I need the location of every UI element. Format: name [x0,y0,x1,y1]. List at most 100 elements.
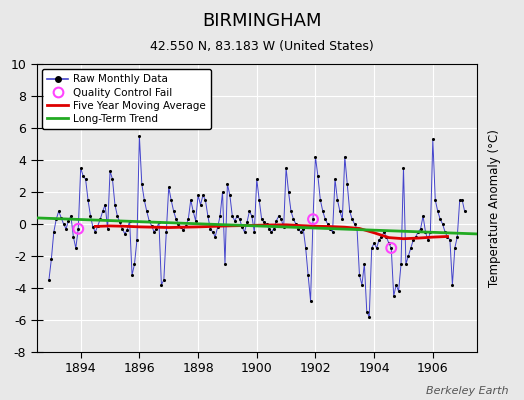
Point [443,234,452,240]
Point [385,240,393,246]
Point [116,219,124,226]
Point [358,282,366,288]
Point [135,133,144,139]
Point [309,216,317,222]
Point [59,221,68,227]
Point [79,173,88,179]
Point [279,224,288,230]
Point [84,197,92,203]
Point [57,214,66,221]
Point [250,229,258,235]
Point [367,245,376,251]
Point [128,272,136,278]
Point [169,208,178,214]
Point [89,224,97,230]
Point [231,218,239,224]
Point [201,197,210,203]
Point [365,314,374,320]
Point [407,245,415,251]
Point [72,245,80,251]
Point [248,213,256,219]
Point [189,208,198,214]
Point [446,237,454,243]
Point [433,208,442,214]
Point [187,197,195,203]
Point [316,197,324,203]
Point [270,226,278,232]
Point [165,184,173,190]
Point [211,234,220,240]
Point [304,272,312,278]
Point [309,216,317,222]
Point [360,261,368,267]
Point [409,237,418,243]
Point [167,197,176,203]
Point [299,226,308,232]
Point [436,216,444,222]
Point [184,216,192,222]
Point [311,154,320,160]
Point [47,256,56,262]
Point [417,226,425,232]
Point [219,189,227,195]
Point [314,173,322,179]
Point [275,213,283,219]
Point [81,176,90,182]
Point [277,216,286,222]
Point [333,197,342,203]
Text: Berkeley Earth: Berkeley Earth [426,386,508,396]
Text: 42.550 N, 83.183 W (United States): 42.550 N, 83.183 W (United States) [150,40,374,53]
Point [74,226,82,232]
Point [255,197,264,203]
Point [285,189,293,195]
Point [448,282,456,288]
Point [287,208,295,214]
Point [147,222,156,229]
Point [336,208,344,214]
Point [331,176,339,182]
Point [172,216,180,222]
Text: BIRMINGHAM: BIRMINGHAM [202,12,322,30]
Point [380,229,388,235]
Point [441,229,449,235]
Point [343,181,352,187]
Point [326,226,334,232]
Point [238,224,246,230]
Point [162,229,170,235]
Point [106,168,114,174]
Point [363,309,371,315]
Point [289,216,298,222]
Point [177,224,185,230]
Point [439,221,447,227]
Point [86,213,95,219]
Point [373,245,381,251]
Point [272,218,280,224]
Point [199,192,207,198]
Point [387,245,396,251]
Point [461,208,469,214]
Point [123,227,132,234]
Point [329,229,337,235]
Point [395,288,403,294]
Point [426,229,434,235]
Point [216,213,224,219]
Point [392,282,400,288]
Point [243,219,251,226]
Point [370,240,378,246]
Point [235,216,244,222]
Point [191,218,200,224]
Point [179,227,188,234]
Point [387,245,396,251]
Point [138,181,146,187]
Point [121,230,129,237]
Point [223,181,232,187]
Point [213,224,222,230]
Point [355,272,364,278]
Point [382,234,390,240]
Point [375,237,383,243]
Point [221,261,229,267]
Point [226,192,234,198]
Point [52,216,60,222]
Point [307,298,315,304]
Point [353,226,361,232]
